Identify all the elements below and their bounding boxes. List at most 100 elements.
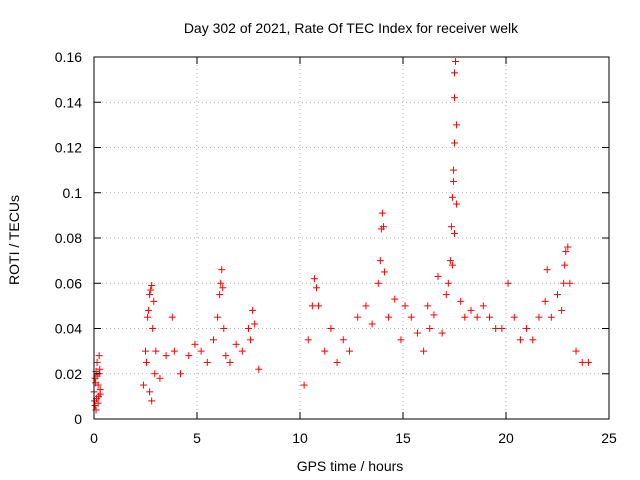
data-point [232, 340, 240, 348]
data-point [362, 302, 370, 310]
y-tick-label: 0.1 [63, 185, 83, 201]
data-point [148, 282, 156, 290]
data-point [444, 279, 452, 287]
data-point [430, 311, 438, 319]
data-point [368, 320, 376, 328]
data-point [247, 336, 255, 344]
data-point [584, 358, 592, 366]
data-point [451, 229, 458, 237]
data-point [162, 352, 170, 360]
data-point [504, 279, 512, 287]
data-point [547, 313, 555, 321]
data-point [156, 374, 164, 382]
y-tick-label: 0.12 [55, 140, 82, 156]
data-point [226, 358, 234, 366]
data-point [407, 313, 415, 321]
data-point [541, 297, 549, 305]
data-point [93, 358, 101, 366]
data-point [300, 381, 308, 389]
data-point [245, 325, 252, 332]
data-point [379, 223, 387, 231]
data-point [467, 306, 475, 314]
x-axis-label: GPS time / hours [297, 458, 404, 474]
data-point [143, 358, 151, 366]
data-point [564, 243, 572, 251]
data-points [90, 58, 592, 414]
data-point [151, 370, 159, 378]
data-point [535, 313, 543, 321]
data-point [220, 325, 228, 332]
data-point [461, 313, 469, 321]
data-point [473, 313, 481, 321]
data-point [451, 139, 458, 147]
data-point [339, 336, 347, 344]
data-point [219, 284, 227, 292]
x-tick-label: 25 [601, 430, 617, 446]
data-point [333, 358, 341, 366]
data-point [144, 313, 152, 321]
data-point [391, 295, 399, 303]
data-point [572, 347, 580, 355]
data-point [442, 291, 450, 299]
y-tick-label: 0.14 [55, 94, 82, 110]
data-point [376, 257, 384, 265]
y-tick-label: 0.02 [55, 366, 82, 382]
data-point [149, 325, 157, 332]
data-point [516, 336, 524, 344]
data-point [96, 365, 104, 373]
data-point [453, 200, 461, 208]
data-point [177, 370, 185, 378]
data-point [523, 325, 531, 332]
data-point [449, 166, 457, 174]
data-point [401, 302, 409, 310]
data-point [424, 302, 432, 310]
data-point [561, 261, 569, 269]
data-point [448, 193, 456, 201]
y-tick-label: 0.08 [55, 230, 82, 246]
data-point [148, 397, 156, 405]
data-point [96, 386, 104, 394]
y-tick-label: 0 [74, 411, 82, 427]
data-point [486, 313, 494, 321]
data-point [142, 347, 149, 355]
data-point [170, 347, 178, 355]
data-point [452, 58, 460, 66]
x-tick-label: 5 [193, 430, 201, 446]
data-point [92, 379, 100, 387]
data-point [191, 340, 199, 348]
y-axis-label: ROTI / TECUs [6, 195, 22, 285]
chart-title: Day 302 of 2021, Rate Of TEC Index for r… [184, 20, 519, 36]
data-point [345, 347, 353, 355]
data-point [249, 306, 257, 314]
data-point [255, 365, 263, 373]
data-point [492, 325, 500, 332]
data-point [312, 284, 320, 292]
data-point [145, 306, 153, 314]
data-point [397, 336, 405, 344]
data-point [95, 392, 103, 400]
data-point [321, 347, 329, 355]
data-point [217, 279, 225, 287]
data-point [197, 347, 205, 355]
data-point [216, 291, 224, 299]
data-point [327, 325, 335, 332]
data-point [413, 329, 421, 337]
data-point [374, 279, 382, 287]
y-tick-label: 0.06 [55, 275, 82, 291]
data-point [451, 94, 458, 102]
data-point [310, 275, 318, 283]
data-point [449, 177, 457, 185]
data-point [529, 336, 537, 344]
data-point [304, 336, 312, 344]
y-tick-label: 0.04 [55, 321, 82, 337]
data-point [146, 388, 154, 396]
data-point [560, 279, 568, 287]
data-point [150, 297, 158, 305]
data-point [479, 302, 487, 310]
data-point [185, 352, 193, 360]
data-point [446, 257, 454, 265]
data-point [451, 69, 458, 77]
x-tick-label: 20 [498, 430, 514, 446]
data-point [420, 347, 428, 355]
